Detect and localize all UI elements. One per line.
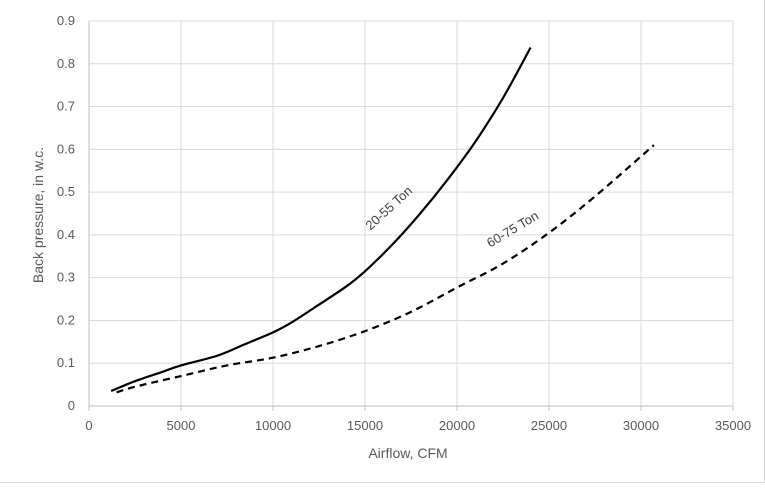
x-tick-label: 15000 — [347, 418, 383, 433]
axes — [88, 21, 734, 411]
x-axis-title: Airflow, CFM — [368, 445, 447, 461]
y-axis-title: Back pressure, in w.c. — [30, 147, 46, 283]
grid — [89, 20, 734, 406]
series-line-1 — [110, 46, 532, 393]
y-tick-label: 0.3 — [57, 270, 75, 285]
y-tick-label: 0.9 — [57, 13, 75, 28]
series-line-2 — [116, 144, 655, 394]
series-lines — [110, 46, 655, 394]
y-tick-label: 0.4 — [57, 227, 75, 242]
x-tick-label: 10000 — [255, 418, 291, 433]
x-tick-label: 5000 — [167, 418, 196, 433]
x-tick-label: 25000 — [531, 418, 567, 433]
y-tick-labels: 0 0.1 0.2 0.3 0.4 0.5 0.6 0.7 0.8 0.9 — [57, 13, 75, 413]
y-tick-label: 0.1 — [57, 355, 75, 370]
x-tick-label: 35000 — [715, 418, 751, 433]
y-tick-label: 0.8 — [57, 56, 75, 71]
x-tick-labels: 0 5000 10000 15000 20000 25000 30000 35000 — [85, 418, 751, 433]
x-tick-label: 20000 — [439, 418, 475, 433]
y-tick-label: 0 — [68, 398, 75, 413]
y-tick-label: 0.7 — [57, 99, 75, 114]
y-tick-label: 0.5 — [57, 184, 75, 199]
y-tick-label: 0.2 — [57, 312, 75, 327]
x-tick-label: 30000 — [623, 418, 659, 433]
x-tick-label: 0 — [85, 418, 92, 433]
series-label-1: 20-55 Ton — [362, 183, 415, 233]
y-tick-label: 0.6 — [57, 141, 75, 156]
series-annotations: 20-55 Ton 60-75 Ton — [362, 183, 541, 250]
